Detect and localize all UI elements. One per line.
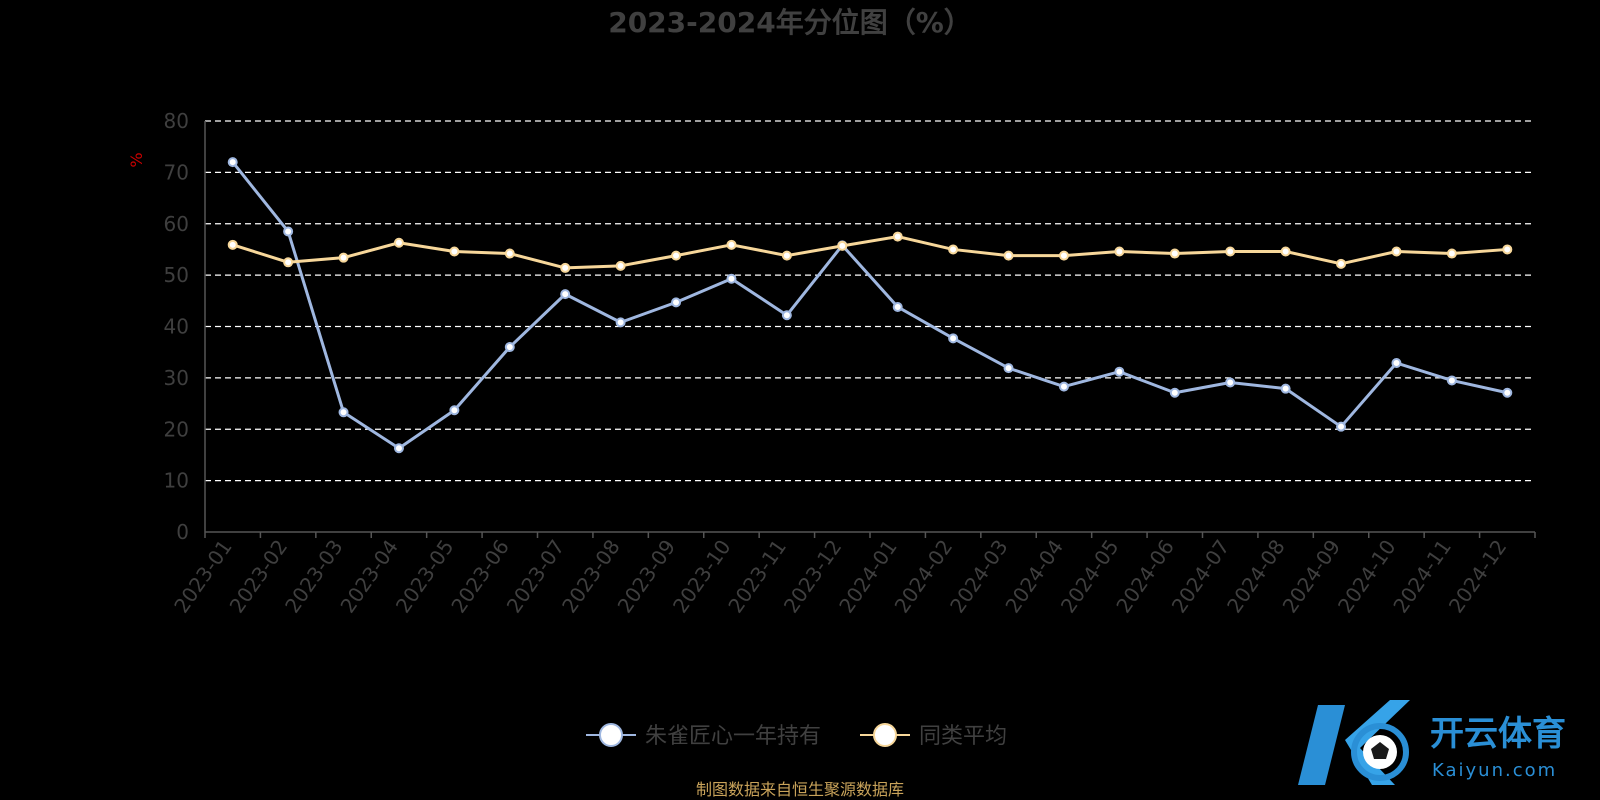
y-tick-label: 70	[164, 160, 189, 184]
legend-swatch-marker-1	[599, 723, 623, 747]
chart-title: 2023-2024年分位图（%）	[608, 6, 972, 39]
data-point[interactable]	[948, 333, 959, 344]
data-point[interactable]	[338, 252, 349, 263]
data-point[interactable]	[1003, 363, 1014, 374]
data-point[interactable]	[393, 237, 404, 248]
data-point[interactable]	[1391, 357, 1402, 368]
data-point[interactable]	[1502, 244, 1513, 255]
data-point[interactable]	[1114, 366, 1125, 377]
data-point[interactable]	[283, 226, 294, 237]
legend-item-series-2[interactable]: 同类平均	[860, 723, 1007, 749]
data-point[interactable]	[1114, 246, 1125, 257]
data-source-note: 制图数据来自恒生聚源数据库	[696, 780, 904, 799]
x-tick-labels: 2023-012023-022023-032023-042023-052023-…	[169, 535, 1511, 617]
data-point[interactable]	[227, 239, 238, 250]
y-tick-label: 50	[164, 263, 189, 287]
data-point[interactable]	[1058, 381, 1069, 392]
y-tick-label: 20	[164, 417, 189, 441]
data-point[interactable]	[283, 257, 294, 268]
data-point[interactable]	[1280, 246, 1291, 257]
y-tick-labels: 0 10 20 30 40 50 60 70 80	[164, 109, 189, 544]
data-point[interactable]	[1391, 246, 1402, 257]
data-point[interactable]	[1225, 246, 1236, 257]
data-point[interactable]	[892, 301, 903, 312]
legend-swatch-marker-2	[873, 723, 897, 747]
data-point[interactable]	[1058, 250, 1069, 261]
data-point[interactable]	[1225, 377, 1236, 388]
watermark-brand-cn: 开云体育	[1430, 714, 1566, 754]
data-point[interactable]	[671, 297, 682, 308]
legend-label-1: 朱雀匠心一年持有	[645, 724, 821, 749]
data-point[interactable]	[1003, 250, 1014, 261]
axes	[204, 121, 1536, 538]
data-point[interactable]	[449, 246, 460, 257]
y-tick-label: 30	[164, 366, 189, 390]
legend-item-series-1[interactable]: 朱雀匠心一年持有	[586, 723, 821, 749]
y-axis-unit: %	[127, 152, 146, 167]
data-point[interactable]	[504, 248, 515, 259]
series-line	[232, 235, 1508, 270]
data-point[interactable]	[1446, 375, 1457, 386]
y-tick-label: 0	[176, 520, 189, 544]
series	[227, 157, 1513, 454]
data-point[interactable]	[726, 239, 737, 250]
data-point[interactable]	[1169, 387, 1180, 398]
legend[interactable]: 朱雀匠心一年持有 同类平均	[586, 723, 1007, 749]
y-tick-label: 40	[164, 315, 189, 339]
data-point[interactable]	[504, 342, 515, 353]
watermark-logo: 开云体育 Kaiyun.com	[1298, 700, 1566, 785]
data-point[interactable]	[1336, 258, 1347, 269]
data-point[interactable]	[1169, 248, 1180, 259]
data-point[interactable]	[449, 405, 460, 416]
data-point[interactable]	[781, 310, 792, 321]
data-point[interactable]	[671, 250, 682, 261]
data-point[interactable]	[781, 250, 792, 261]
data-point[interactable]	[1280, 383, 1291, 394]
series-2	[227, 231, 1513, 273]
data-point[interactable]	[615, 317, 626, 328]
kaiyun-logo-icon	[1298, 700, 1410, 785]
data-point[interactable]	[560, 262, 571, 273]
legend-label-2: 同类平均	[919, 724, 1007, 749]
data-point[interactable]	[892, 231, 903, 242]
grid	[205, 120, 1535, 482]
data-point[interactable]	[393, 443, 404, 454]
data-point[interactable]	[560, 289, 571, 300]
data-point[interactable]	[1502, 387, 1513, 398]
watermark-brand-en: Kaiyun.com	[1432, 760, 1557, 781]
data-point[interactable]	[338, 407, 349, 418]
y-tick-label: 10	[164, 469, 189, 493]
series-line	[231, 161, 1508, 450]
data-point[interactable]	[726, 273, 737, 284]
data-point[interactable]	[948, 244, 959, 255]
data-point[interactable]	[227, 157, 238, 168]
data-point[interactable]	[615, 260, 626, 271]
data-point[interactable]	[1336, 421, 1347, 432]
series-1	[227, 157, 1513, 454]
data-point[interactable]	[1446, 248, 1457, 259]
data-point[interactable]	[837, 240, 848, 251]
y-tick-label: 60	[164, 212, 189, 236]
x-tick-label: 2024-12	[1444, 535, 1512, 617]
y-tick-label: 80	[164, 109, 189, 133]
